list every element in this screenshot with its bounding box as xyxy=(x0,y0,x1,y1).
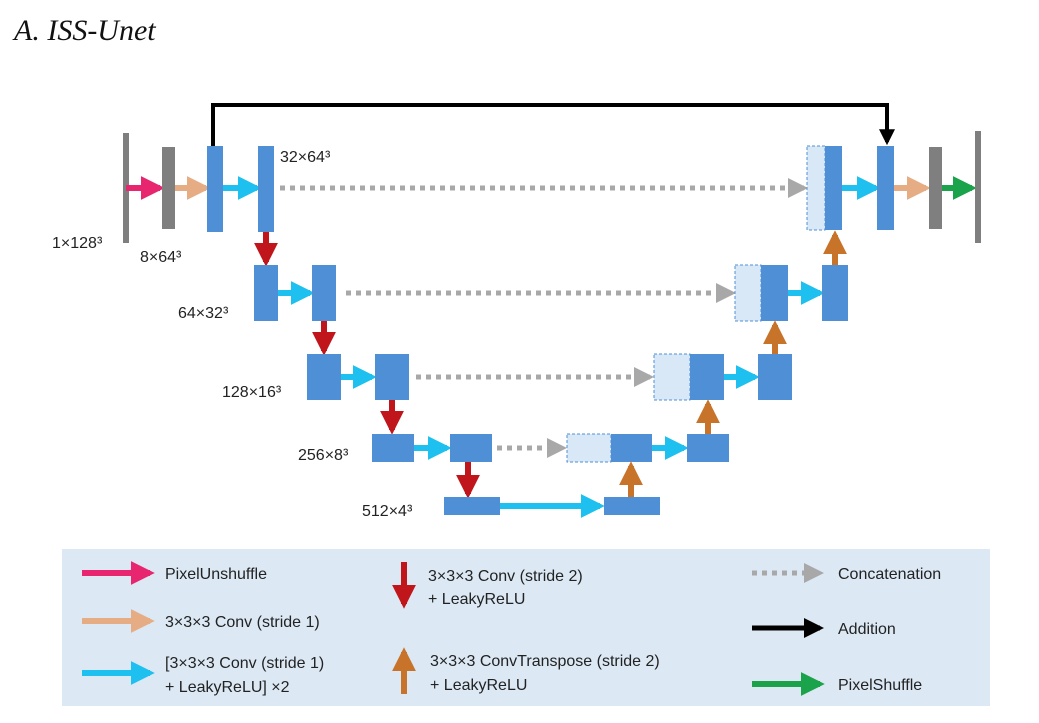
pixel-shuffle-input-bar xyxy=(929,147,942,229)
dec2-block-b xyxy=(822,265,848,321)
enc2-block-a xyxy=(254,265,278,321)
legend-conv-stride2-label-line1: 3×3×3 Conv (stride 2) xyxy=(428,568,583,585)
dim-label-level3: 128×16³ xyxy=(222,384,282,401)
enc3-block-a xyxy=(307,354,341,400)
output-volume-bar xyxy=(975,131,981,243)
legend-conv-leaky-label-line1: [3×3×3 Conv (stride 1) xyxy=(165,655,324,672)
legend-conv-stride2-label-line2: + LeakyReLU xyxy=(428,591,525,608)
legend-conv-transpose-label-line1: 3×3×3 ConvTranspose (stride 2) xyxy=(430,653,660,670)
legend-addition-label: Addition xyxy=(838,621,896,638)
legend-pixel-shuffle-label: PixelShuffle xyxy=(838,677,922,694)
dec2-concat-block xyxy=(734,264,762,322)
dec1-block-a xyxy=(825,146,842,230)
enc4-block-b xyxy=(450,434,492,462)
figure-title: A. ISS-Unet xyxy=(12,14,156,47)
enc1-block-b xyxy=(258,146,274,232)
legend-conv-stride1-label: 3×3×3 Conv (stride 1) xyxy=(165,614,320,631)
dim-label-level5: 512×4³ xyxy=(362,503,413,520)
dim-label-level1: 32×64³ xyxy=(280,149,331,166)
legend: PixelUnshuffle 3×3×3 Conv (stride 1) [3×… xyxy=(62,549,990,706)
legend-concatenation-label: Concatenation xyxy=(838,566,941,583)
dec4-block-b xyxy=(687,434,729,462)
dec1-block-b xyxy=(877,146,894,230)
dec4-block-a xyxy=(611,434,652,462)
dec3-concat-block xyxy=(653,353,691,401)
legend-pixel-unshuffle-label: PixelUnshuffle xyxy=(165,566,267,583)
dec4-concat-block xyxy=(566,433,612,463)
pixel-unshuffle-output-bar xyxy=(162,147,175,229)
legend-background xyxy=(62,549,990,706)
legend-conv-leaky-label-line2: + LeakyReLU] ×2 xyxy=(165,679,290,696)
dec3-block-b xyxy=(758,354,792,400)
dec1-concat-block xyxy=(806,145,826,231)
bottleneck-block-b xyxy=(604,497,660,515)
bottleneck-block-a xyxy=(444,497,500,515)
enc3-block-b xyxy=(375,354,409,400)
dec2-block-a xyxy=(761,265,788,321)
dim-label-level4: 256×8³ xyxy=(298,447,349,464)
dim-label-input: 1×128³ xyxy=(52,235,103,252)
dec3-block-a xyxy=(690,354,724,400)
dim-label-pixel-unshuffle: 8×64³ xyxy=(140,249,182,266)
enc2-block-b xyxy=(312,265,336,321)
enc1-block-a xyxy=(207,146,223,232)
dim-label-level2: 64×32³ xyxy=(178,305,229,322)
legend-conv-transpose-label-line2: + LeakyReLU xyxy=(430,677,527,694)
enc4-block-a xyxy=(372,434,414,462)
addition-residual-arrow xyxy=(211,103,895,146)
